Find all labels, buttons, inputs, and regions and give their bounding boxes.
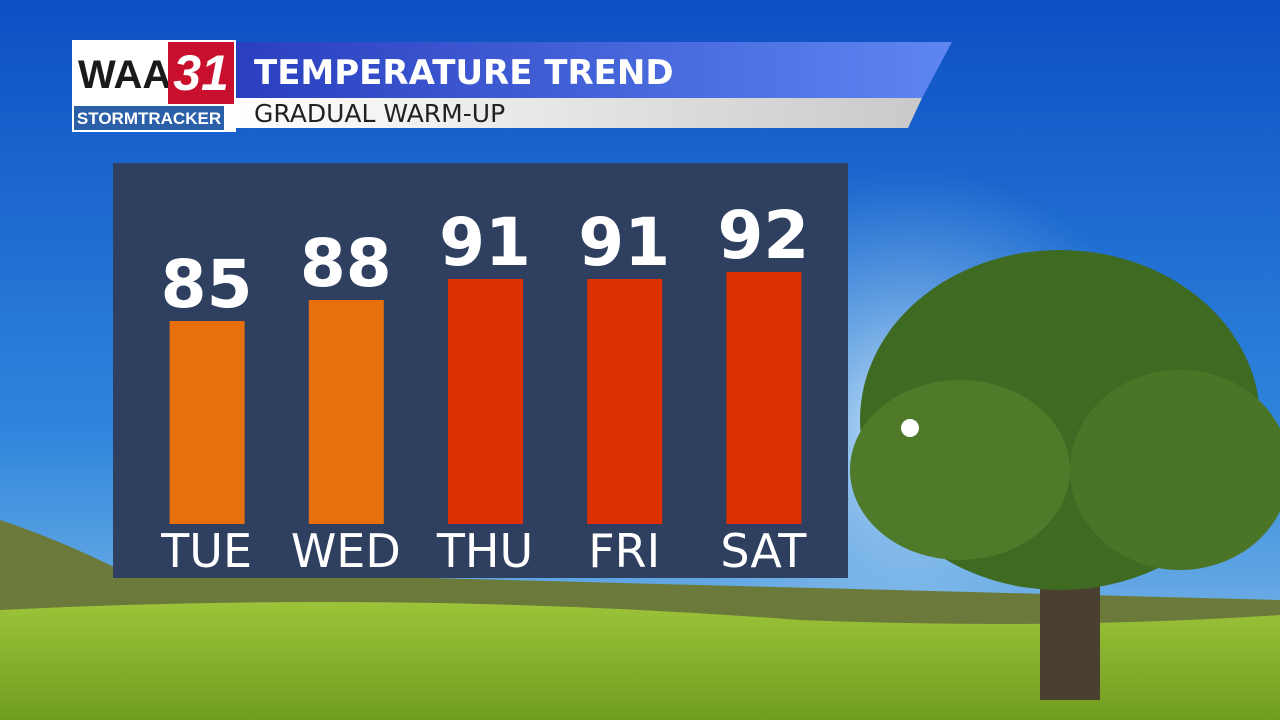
bar (448, 279, 523, 524)
value-label: 88 (300, 225, 392, 302)
x-tick-label: SAT (720, 524, 807, 578)
value-label: 92 (717, 197, 809, 274)
logo-channel: 31 (173, 45, 229, 101)
title-banner (236, 42, 952, 98)
x-tick-label: FRI (588, 524, 660, 578)
header: WAAY 31 STORMTRACKER TEMPERATURE TREND G… (72, 40, 952, 132)
logo-badge (168, 42, 234, 104)
bar (308, 300, 384, 524)
x-tick-label: THU (436, 524, 533, 578)
x-tick-label: TUE (160, 524, 252, 578)
chart-subtitle: GRADUAL WARM-UP (254, 99, 505, 128)
bar (726, 272, 802, 524)
plot: 85 TUE 88 WED 91 THU 91 FRI 92 SAT (160, 197, 809, 578)
subtitle-banner (236, 98, 922, 128)
chart-title: TEMPERATURE TREND (254, 53, 674, 93)
bar (587, 279, 663, 524)
value-label: 85 (161, 246, 253, 323)
logo-brand: STORMTRACKER (77, 109, 221, 128)
x-tick-label: WED (291, 524, 401, 578)
logo-brand-box (74, 106, 224, 130)
bar (169, 321, 245, 524)
value-label: 91 (439, 204, 531, 281)
value-label: 91 (578, 204, 670, 281)
